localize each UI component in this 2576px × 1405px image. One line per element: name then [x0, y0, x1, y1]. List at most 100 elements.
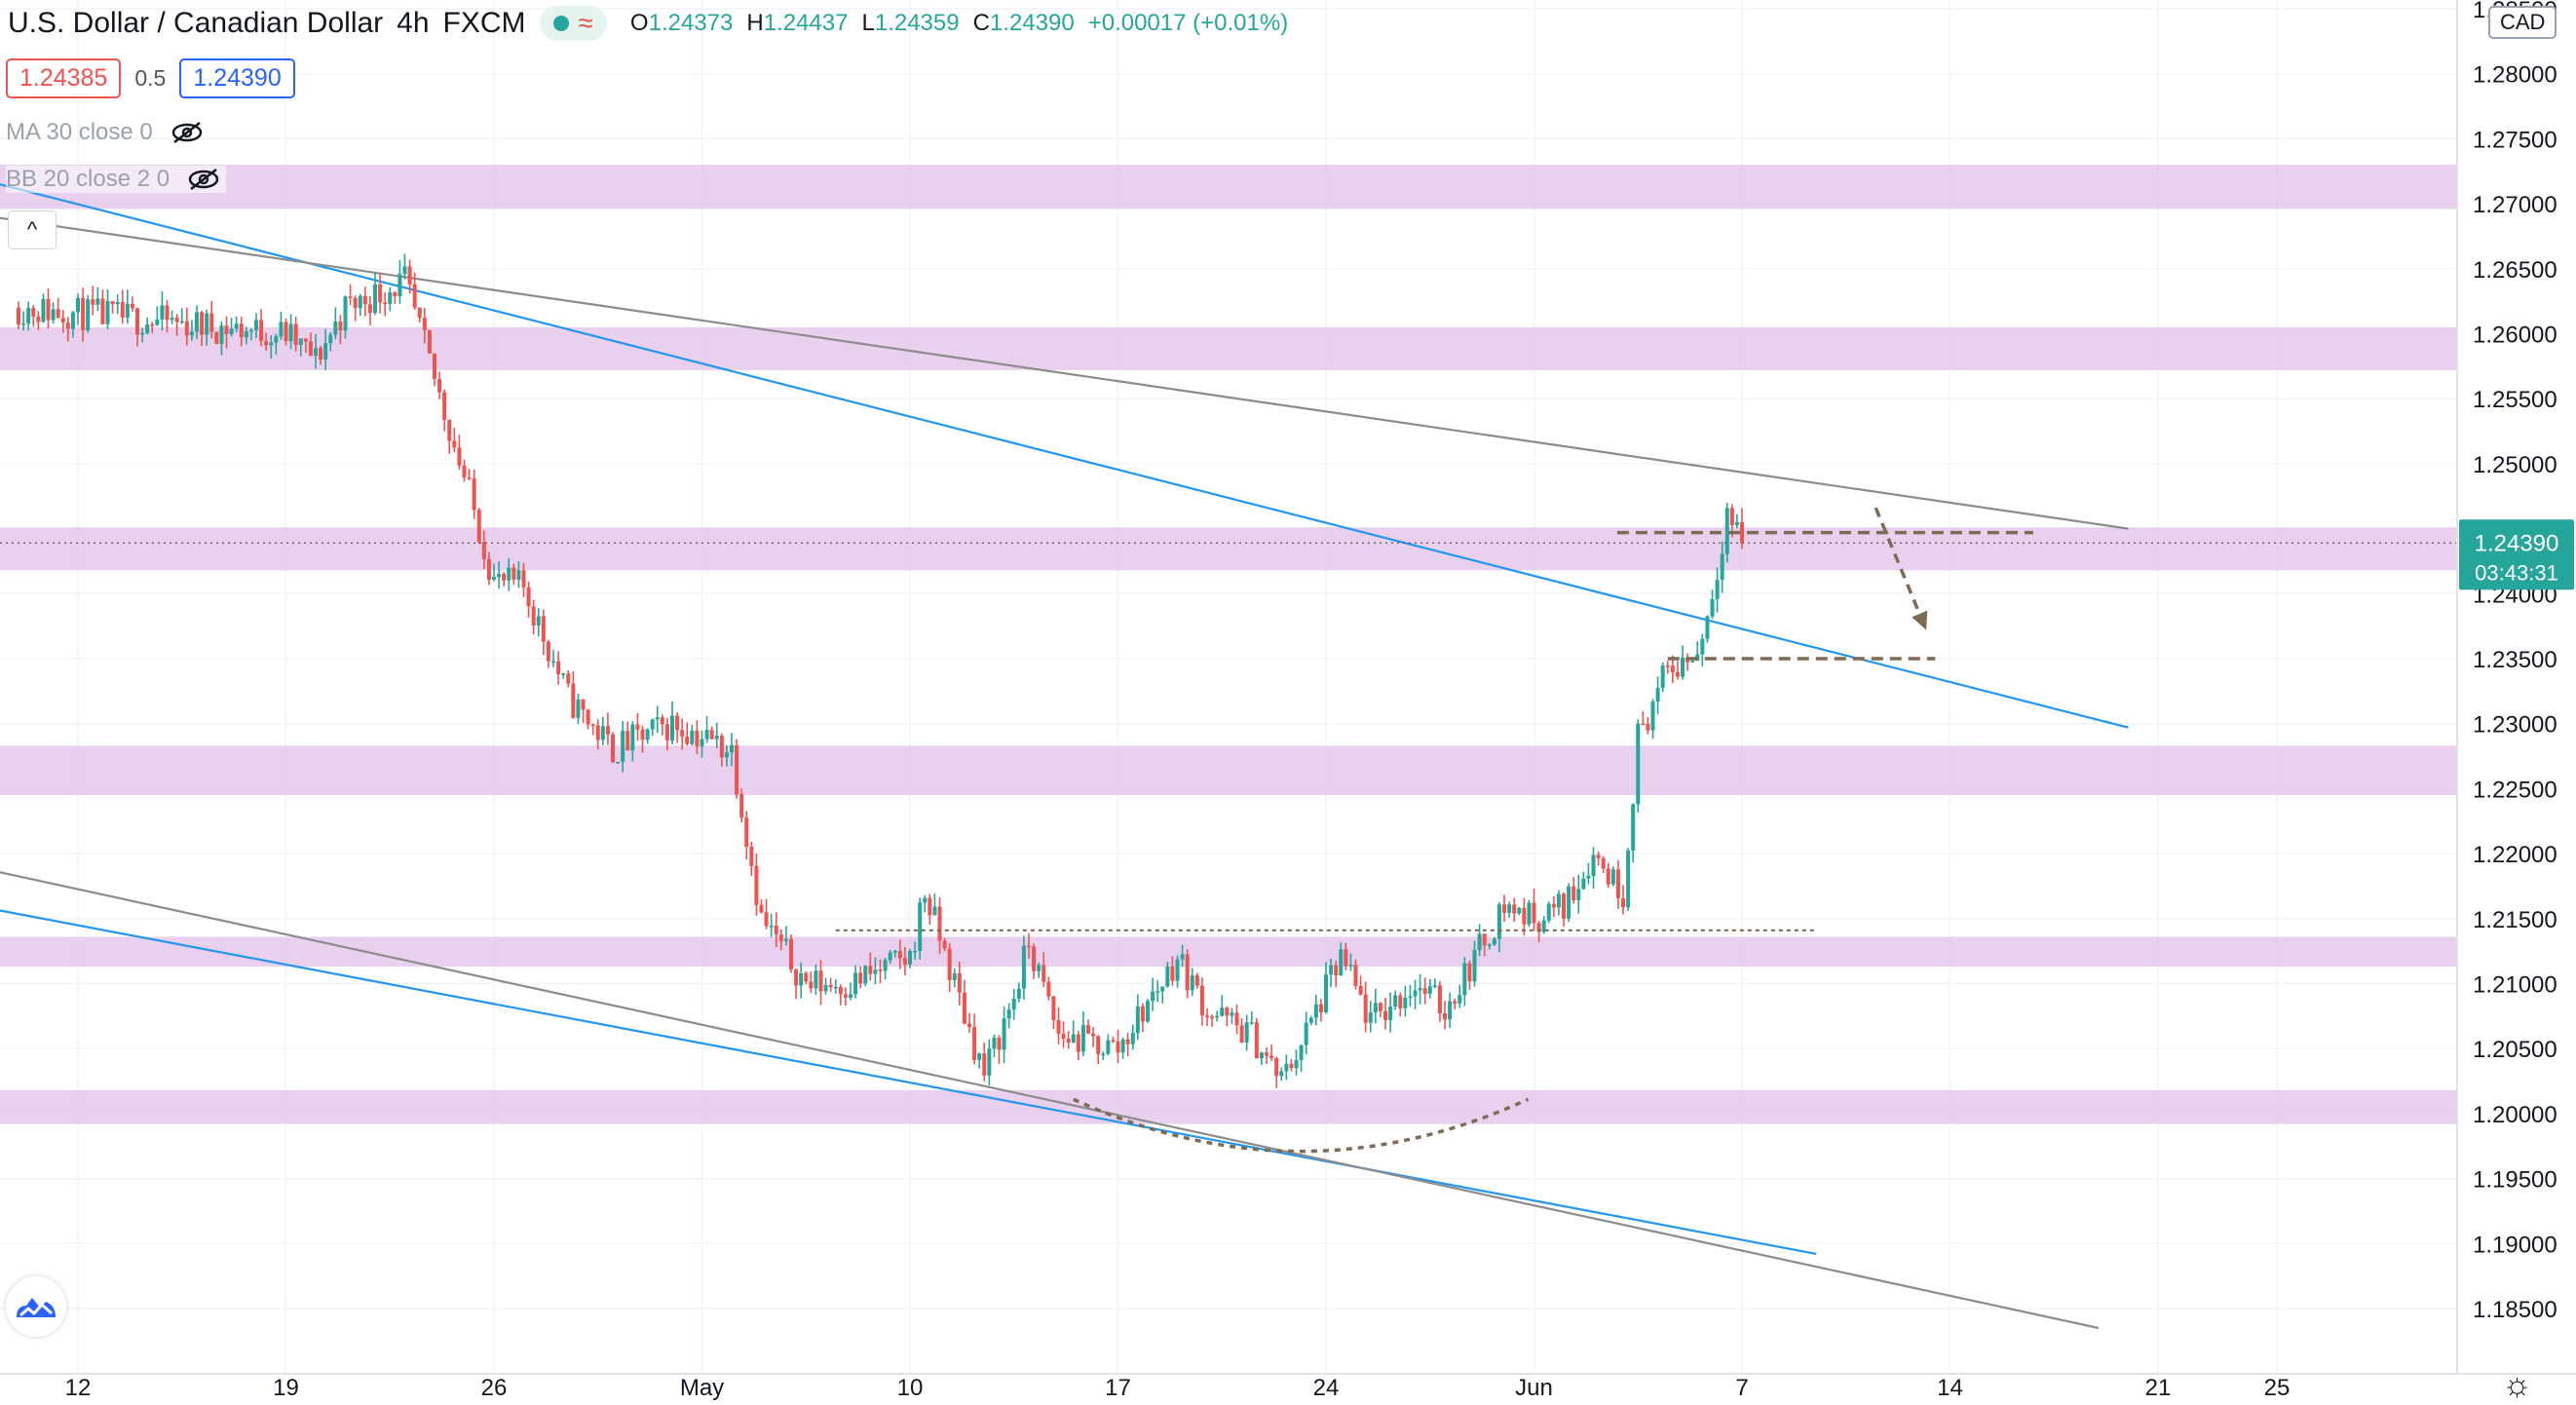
- buy-price-button[interactable]: 1.24390: [179, 58, 295, 98]
- candle-body: [383, 302, 388, 305]
- sell-price-button[interactable]: 1.24385: [6, 58, 122, 98]
- arrow-head-icon: [1912, 610, 1928, 630]
- market-status-pill[interactable]: ≈: [539, 6, 607, 41]
- time-tick-label: 26: [481, 1375, 508, 1401]
- candle-body: [918, 902, 923, 952]
- candle-body: [1254, 1022, 1259, 1059]
- candle: [838, 984, 843, 1006]
- candle: [967, 1012, 971, 1033]
- candle-body: [120, 302, 125, 318]
- candle-body: [1230, 1012, 1234, 1016]
- candle-body: [600, 726, 605, 740]
- candle: [902, 946, 907, 975]
- candle: [452, 427, 457, 453]
- candle-body: [1690, 661, 1695, 663]
- candle: [1502, 894, 1506, 923]
- candle: [1037, 962, 1042, 978]
- candle: [1120, 1037, 1125, 1059]
- price-tick-label: 1.27500: [2473, 127, 2557, 153]
- last-price-value: 1.24390: [2475, 530, 2559, 556]
- candle: [1032, 943, 1037, 979]
- candle-body: [778, 934, 783, 941]
- candle: [1011, 989, 1016, 1020]
- candle: [502, 572, 507, 587]
- candle: [333, 307, 338, 340]
- candle: [685, 722, 690, 746]
- candle: [1106, 1034, 1111, 1056]
- indicator-ma[interactable]: MA 30 close 0: [6, 119, 204, 146]
- down-arrow-line: [1874, 507, 1928, 631]
- candle-body: [46, 298, 51, 321]
- candle: [769, 913, 774, 937]
- indicator-bb[interactable]: BB 20 close 2 0: [6, 166, 227, 193]
- candle: [214, 331, 219, 345]
- candle: [442, 389, 447, 432]
- time-tick-label: Jun: [1515, 1375, 1553, 1401]
- candle: [1265, 1047, 1269, 1065]
- candle: [1710, 589, 1715, 620]
- candle: [1239, 1018, 1244, 1044]
- candle-body: [814, 970, 818, 989]
- candle-body: [1636, 723, 1641, 805]
- candle-body: [1462, 963, 1467, 996]
- price-axis[interactable]: 1.285001.280001.275001.270001.265001.260…: [2473, 0, 2557, 1323]
- chart-settings-gear-icon[interactable]: ☼: [2502, 1366, 2533, 1403]
- candle-body: [1512, 904, 1517, 914]
- timeframe[interactable]: 4h: [397, 7, 430, 39]
- candle-body: [100, 298, 105, 324]
- candle-body: [36, 316, 41, 323]
- candle-body: [650, 719, 655, 730]
- candle: [367, 296, 372, 325]
- candle: [224, 316, 229, 349]
- candle-body: [823, 984, 828, 992]
- candle-body: [402, 266, 407, 275]
- candle-body: [1348, 965, 1353, 967]
- candle-body: [645, 729, 650, 740]
- candle-body: [987, 1048, 992, 1076]
- open-value: 1.24373: [648, 10, 734, 36]
- candle: [590, 723, 595, 736]
- eye-off-icon[interactable]: [187, 168, 220, 191]
- candle: [200, 310, 205, 347]
- candle: [179, 308, 184, 324]
- candle-body: [531, 606, 536, 626]
- candle: [1660, 662, 1665, 693]
- time-axis[interactable]: 12 19 26 May 10 17 24 Jun 7 14 21 25: [65, 1375, 2291, 1401]
- candle: [1453, 999, 1458, 1010]
- collapse-legend-button[interactable]: ^: [8, 210, 57, 249]
- candle-body: [1002, 1018, 1006, 1050]
- candle: [531, 599, 536, 635]
- candle-body: [1562, 893, 1566, 919]
- candle-body: [407, 266, 412, 285]
- candle-body: [1180, 954, 1185, 960]
- candle: [1199, 977, 1204, 1026]
- tradingview-logo-button[interactable]: [6, 1276, 66, 1337]
- candle-body: [1151, 991, 1155, 1002]
- candle-body: [616, 761, 621, 764]
- candle: [724, 744, 729, 767]
- candle-body: [269, 342, 274, 346]
- symbol-title[interactable]: U.S. Dollar / Canadian Dollar: [8, 7, 384, 39]
- candle-body: [1655, 687, 1660, 702]
- eye-off-icon[interactable]: [170, 121, 204, 144]
- candle: [1086, 1019, 1090, 1035]
- candle: [1403, 985, 1408, 1017]
- candle: [1021, 935, 1026, 1001]
- candle-body: [759, 904, 764, 913]
- candle-body: [942, 940, 947, 949]
- candle: [1080, 1011, 1085, 1056]
- candle-body: [1492, 938, 1496, 945]
- currency-label[interactable]: CAD: [2488, 6, 2557, 39]
- candle-body: [1279, 1071, 1284, 1077]
- price-tick-label: 1.26500: [2473, 257, 2557, 284]
- candle: [248, 327, 253, 341]
- candle-body: [1670, 665, 1675, 672]
- candle-body: [1185, 954, 1190, 991]
- candle-body: [1740, 522, 1744, 544]
- price-zone: [0, 1089, 2457, 1124]
- candle-body: [923, 897, 928, 903]
- candle: [115, 293, 120, 315]
- price-tick-label: 1.23500: [2473, 647, 2557, 673]
- candle-body: [1116, 1041, 1120, 1053]
